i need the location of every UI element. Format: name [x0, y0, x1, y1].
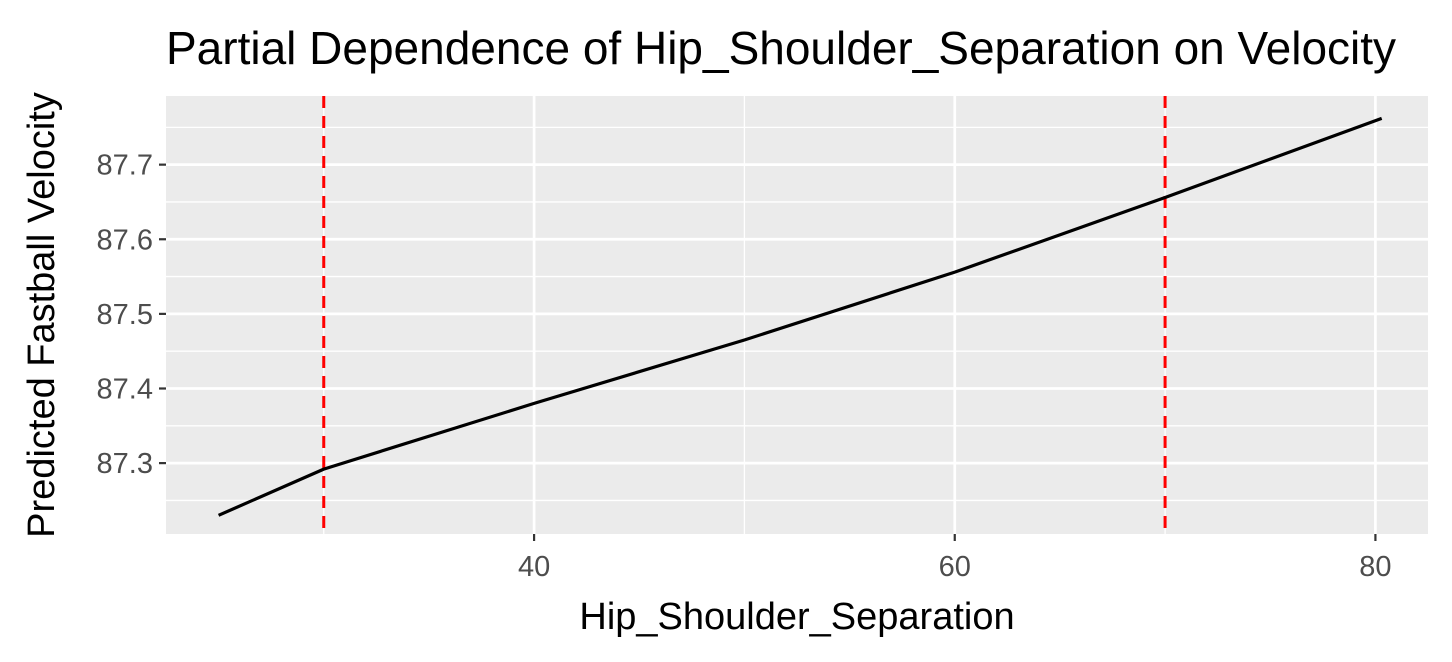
- y-tick-label: 87.4: [97, 373, 153, 405]
- y-axis-title: Predicted Fastball Velocity: [21, 92, 63, 538]
- x-tick-label: 80: [1359, 551, 1391, 583]
- series-line: [217, 116, 1383, 517]
- x-tick-label: 40: [518, 551, 550, 583]
- series-lines: [217, 116, 1383, 517]
- y-tick-label: 87.7: [97, 150, 153, 182]
- x-tick-label: 60: [939, 551, 971, 583]
- y-tick-label: 87.3: [97, 448, 153, 480]
- x-axis-ticks: 40 60 80: [518, 534, 1392, 583]
- x-axis-title: Hip_Shoulder_Separation: [579, 596, 1014, 638]
- reference-lines: [322, 96, 1167, 534]
- chart-title: Partial Dependence of Hip_Shoulder_Separ…: [166, 22, 1396, 74]
- grid-lines: [166, 96, 1428, 534]
- y-tick-label: 87.5: [97, 299, 153, 331]
- y-axis-ticks: 87.3 87.4 87.5 87.6 87.7: [97, 150, 166, 480]
- y-tick-label: 87.6: [97, 224, 153, 256]
